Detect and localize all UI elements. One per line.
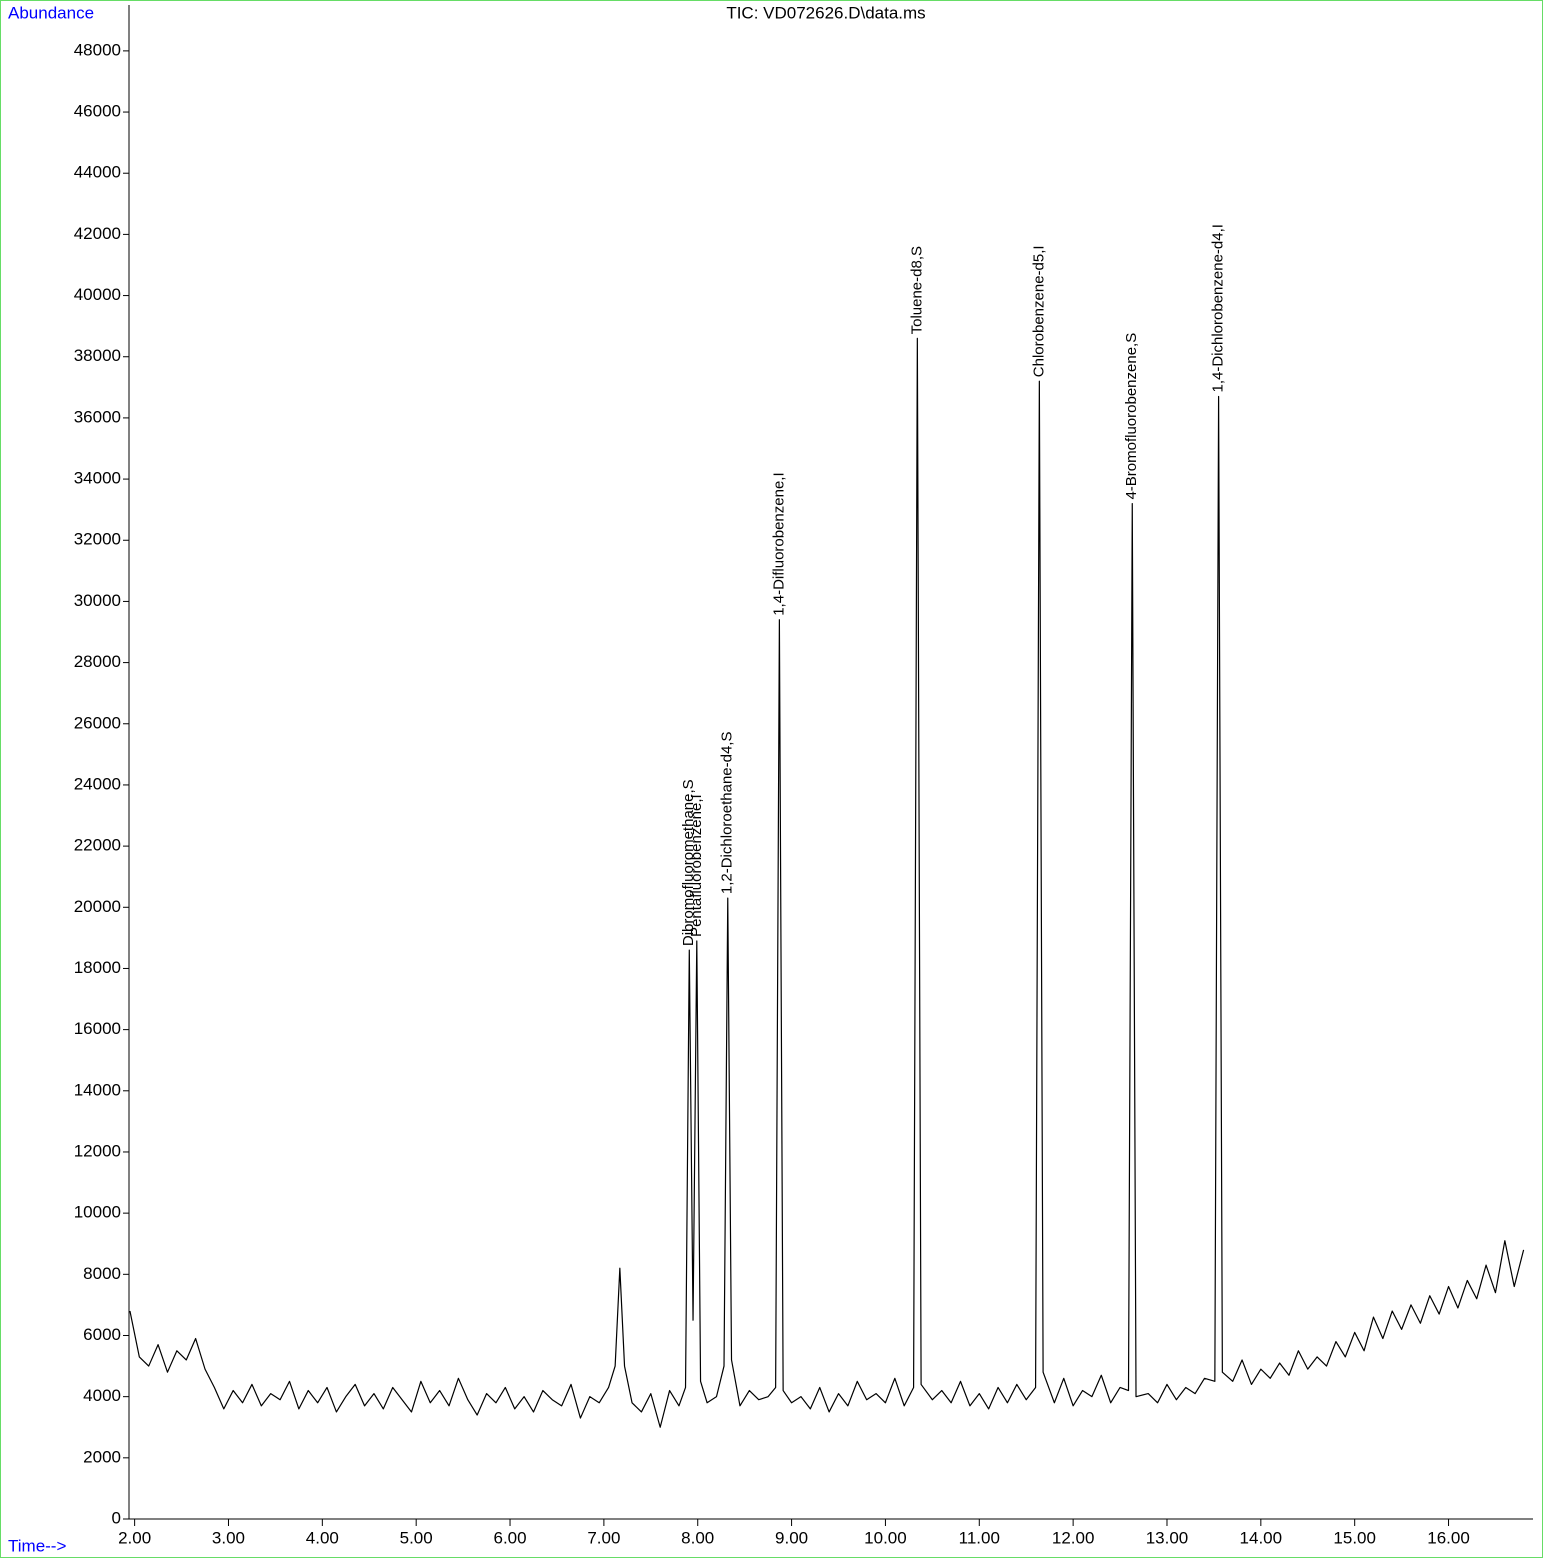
x-tick-label: 12.00: [1052, 1528, 1095, 1547]
y-tick-label: 6000: [83, 1325, 121, 1344]
y-tick-label: 12000: [74, 1141, 121, 1160]
y-tick-label: 38000: [74, 346, 121, 365]
signal-line: [129, 337, 1525, 1428]
y-tick-label: 8000: [83, 1264, 121, 1283]
peak-label: 4-Bromofluorobenzene,S: [1123, 333, 1140, 500]
x-tick-label: 14.00: [1240, 1528, 1283, 1547]
y-tick-label: 22000: [74, 836, 121, 855]
y-tick-label: 42000: [74, 224, 121, 243]
x-tick-label: 8.00: [681, 1528, 714, 1547]
x-tick-label: 5.00: [400, 1528, 433, 1547]
y-tick-label: 18000: [74, 958, 121, 977]
x-tick-label: 10.00: [864, 1528, 907, 1547]
y-tick-label: 14000: [74, 1080, 121, 1099]
y-tick-label: 28000: [74, 652, 121, 671]
x-tick-label: 7.00: [587, 1528, 620, 1547]
y-tick-label: 36000: [74, 407, 121, 426]
peak-label: 1,4-Dichlorobenzene-d4,I: [1210, 224, 1227, 392]
peak-label: Pentafluorobenzene,I: [688, 794, 705, 937]
y-tick-label: 24000: [74, 774, 121, 793]
y-tick-label: 48000: [74, 40, 121, 59]
chart-title: TIC: VD072626.D\data.ms: [726, 3, 925, 22]
x-tick-label: 4.00: [306, 1528, 339, 1547]
y-tick-label: 34000: [74, 469, 121, 488]
peak-label: Toluene-d8,S: [908, 246, 925, 334]
y-tick-label: 20000: [74, 897, 121, 916]
y-tick-label: 30000: [74, 591, 121, 610]
y-axis-label: Abundance: [8, 3, 94, 22]
x-axis-label: Time-->: [8, 1536, 66, 1555]
y-tick-label: 32000: [74, 530, 121, 549]
peak-label: Dibromofluoromethane,S: [680, 779, 697, 946]
x-tick-label: 2.00: [118, 1528, 151, 1547]
peak-label: 1,2-Dichloroethane-d4,S: [719, 731, 736, 894]
peak-label: Chlorobenzene-d5,I: [1030, 245, 1047, 377]
y-tick-label: 10000: [74, 1203, 121, 1222]
y-tick-label: 40000: [74, 285, 121, 304]
x-tick-label: 13.00: [1146, 1528, 1189, 1547]
y-tick-label: 2000: [83, 1447, 121, 1466]
x-tick-label: 9.00: [775, 1528, 808, 1547]
x-tick-label: 3.00: [212, 1528, 245, 1547]
y-tick-label: 4000: [83, 1386, 121, 1405]
y-tick-label: 26000: [74, 713, 121, 732]
peak-label: 1,4-Difluorobenzene,I: [770, 472, 787, 615]
y-tick-label: 46000: [74, 102, 121, 121]
x-tick-label: 15.00: [1333, 1528, 1376, 1547]
x-tick-label: 16.00: [1427, 1528, 1470, 1547]
x-tick-label: 11.00: [959, 1528, 1000, 1547]
y-tick-label: 0: [112, 1508, 121, 1527]
y-tick-label: 44000: [74, 163, 121, 182]
x-tick-label: 6.00: [493, 1528, 526, 1547]
y-tick-label: 16000: [74, 1019, 121, 1038]
